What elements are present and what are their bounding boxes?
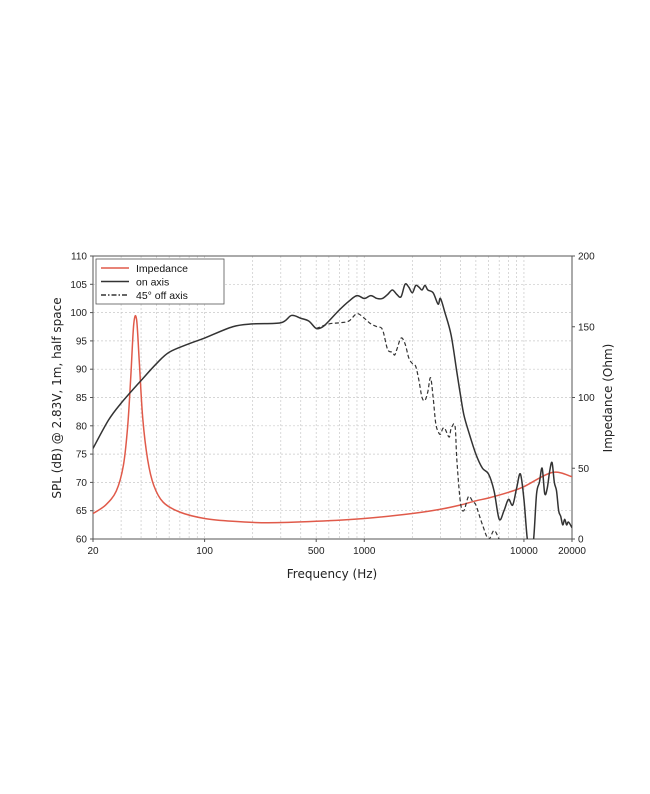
legend-label: 45° off axis	[136, 290, 188, 302]
y-tick-label: 110	[71, 252, 87, 263]
y-tick-label: 90	[76, 365, 88, 376]
y2-axis-title: Impedance (Ohm)	[601, 344, 615, 453]
y-tick-label: 85	[76, 393, 88, 404]
series-line-45-off-axis	[315, 313, 500, 539]
legend-label: on axis	[136, 277, 169, 289]
y-tick-label: 75	[76, 450, 88, 461]
x-tick-label: 1000	[353, 546, 376, 557]
x-tick-label: 20	[87, 546, 99, 557]
y-tick-label: 100	[70, 308, 87, 319]
grid	[93, 256, 572, 539]
y2-tick-label: 0	[578, 535, 584, 546]
y-tick-label: 80	[76, 421, 88, 432]
ticks: 20 100 500 1000 10000 20000606570758085909510…	[70, 252, 595, 558]
x-axis-title: Frequency (Hz)	[287, 567, 378, 581]
x-tick-label: 100	[196, 546, 213, 557]
y-tick-label: 105	[70, 280, 87, 291]
series-line-impedance	[93, 314, 572, 524]
y-tick-label: 70	[76, 478, 88, 489]
series-line-on-axis	[93, 283, 572, 539]
y-tick-label: 95	[76, 336, 88, 347]
x-tick-label: 500	[308, 546, 325, 557]
y-tick-label: 65	[76, 506, 88, 517]
y2-tick-label: 200	[578, 252, 595, 263]
series-layer	[93, 283, 572, 539]
y2-tick-label: 100	[578, 393, 595, 404]
y2-tick-label: 150	[578, 322, 595, 333]
y-axis-title: SPL (dB) @ 2.83V, 1m, half space	[50, 297, 64, 498]
x-tick-label: 10000	[510, 546, 538, 557]
y-tick-label: 60	[76, 535, 88, 546]
x-tick-label: 20000	[558, 546, 586, 557]
legend-label: Impedance	[136, 263, 188, 275]
y2-tick-label: 50	[578, 464, 590, 475]
